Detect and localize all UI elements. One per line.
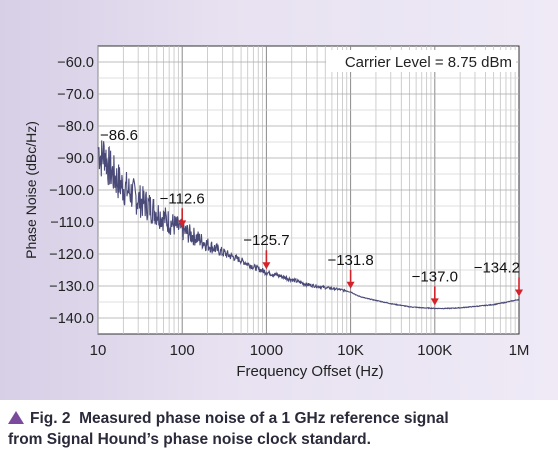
x-tick-label: 100K (417, 342, 452, 359)
x-tick-label: 100 (170, 342, 195, 359)
series-layer (97, 140, 520, 310)
x-tick-label: 1M (509, 342, 530, 359)
y-tick-label: −140.0 (49, 311, 94, 327)
figure-caption: Fig. 2 Measured phase noise of a 1 GHz r… (8, 408, 548, 450)
y-axis-label: Phase Noise (dBc/Hz) (23, 121, 39, 259)
annotation-arrow-head (262, 262, 271, 270)
annotation-arrow-head (515, 289, 523, 297)
x-axis-label: Frequency Offset (Hz) (236, 363, 383, 380)
annotations-layer: −86.6 −112.6 −125.7 −131.8 −137.0 −134.2 (100, 127, 523, 306)
phase-noise-series-line (97, 140, 520, 310)
y-tick-label: −130.0 (49, 279, 94, 295)
grid-lines (97, 46, 519, 334)
y-tick-label: −60.0 (57, 55, 94, 71)
y-tick-label: −90.0 (57, 151, 94, 167)
annotation-arrow-head (430, 298, 439, 306)
x-tick-label: 10 (90, 342, 107, 359)
x-tick-label: 10K (337, 342, 364, 359)
annotation-arrow-head (178, 220, 187, 228)
caption-line-2: from Signal Hound’s phase noise clock st… (8, 431, 371, 448)
annotation-label: −112.6 (160, 190, 205, 207)
annotation-label: −137.0 (412, 268, 458, 285)
x-tick-label: 1000 (250, 342, 283, 359)
caption-fig-label: Fig. 2 (30, 410, 71, 427)
y-tick-label: −100.0 (49, 183, 94, 199)
note-box (326, 50, 516, 72)
triangle-bullet-icon (8, 411, 24, 424)
tick-labels: 10 100 1000 10K 100K 1M −60.0 −70.0 −80.0 −90.0 −1… (49, 55, 529, 359)
caption-line-1: Measured phase noise of a 1 GHz referenc… (79, 410, 449, 427)
y-tick-label: −120.0 (49, 247, 94, 263)
annotation-label: −134.2 (474, 259, 520, 276)
y-tick-label: −110.0 (50, 215, 94, 231)
annotation-label: −131.8 (327, 252, 373, 269)
annotation-label: −125.7 (243, 232, 289, 249)
annotation-label: −86.6 (100, 127, 138, 144)
y-tick-label: −80.0 (57, 119, 94, 135)
annotation-arrow-head (346, 281, 355, 289)
y-tick-label: −70.0 (57, 87, 94, 103)
carrier-level-note: Carrier Level = 8.75 dBm (345, 54, 512, 71)
phase-noise-chart: −86.6−112.6−125.7−131.8−137.0−134.2 10 10… (23, 45, 529, 380)
